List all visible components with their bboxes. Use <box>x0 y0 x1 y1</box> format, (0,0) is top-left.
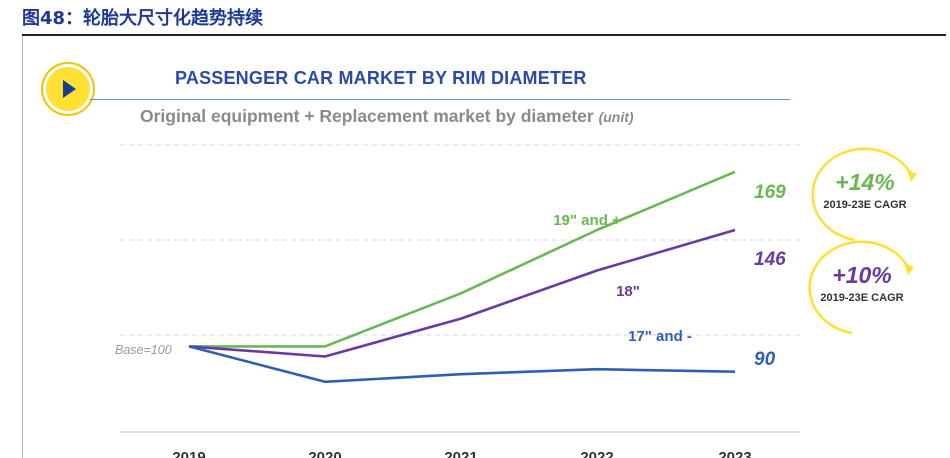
end-value-label: 146 <box>754 249 786 270</box>
series-line-2 <box>188 345 736 384</box>
figure-title: 图48：轮胎大尺寸化趋势持续 <box>22 8 264 29</box>
header-underline <box>90 99 790 100</box>
x-tick-label: 2023 <box>718 449 751 458</box>
cagr-value: +10% <box>832 262 891 288</box>
series-name-label: 18" <box>616 283 640 300</box>
x-tick-label: 2022 <box>580 449 613 458</box>
cagr-ring <box>811 147 915 242</box>
chart-title: PASSENGER CAR MARKET BY RIM DIAMETER <box>175 68 587 88</box>
series-line-0 <box>189 170 736 348</box>
x-tick-label: 2020 <box>308 449 341 458</box>
series-line-1 <box>188 228 736 358</box>
cagr-ring-arrowhead <box>907 170 917 182</box>
chart-subtitle: Original equipment + Replacement market … <box>140 106 634 127</box>
series-name-label: 19" and + <box>553 212 621 229</box>
x-tick-label: 2021 <box>444 449 477 458</box>
x-tick-label: 2019 <box>172 449 205 458</box>
subtitle-unit: (unit) <box>598 109 634 125</box>
title-rule <box>22 34 946 36</box>
cagr-value: +14% <box>835 169 894 195</box>
end-value-label: 169 <box>754 182 786 203</box>
cagr-label: 2019-23E CAGR <box>823 199 906 211</box>
subtitle-text: Original equipment + Replacement market … <box>140 106 594 126</box>
end-value-label: 90 <box>754 349 776 370</box>
cagr-label: 2019-23E CAGR <box>820 292 903 304</box>
base-label: Base=100 <box>115 343 172 357</box>
cagr-ring <box>808 240 912 335</box>
series-name-label: 17" and - <box>628 328 692 345</box>
frame-border <box>22 36 23 458</box>
cagr-ring-arrowhead <box>904 263 914 275</box>
play-icon[interactable] <box>46 67 90 111</box>
